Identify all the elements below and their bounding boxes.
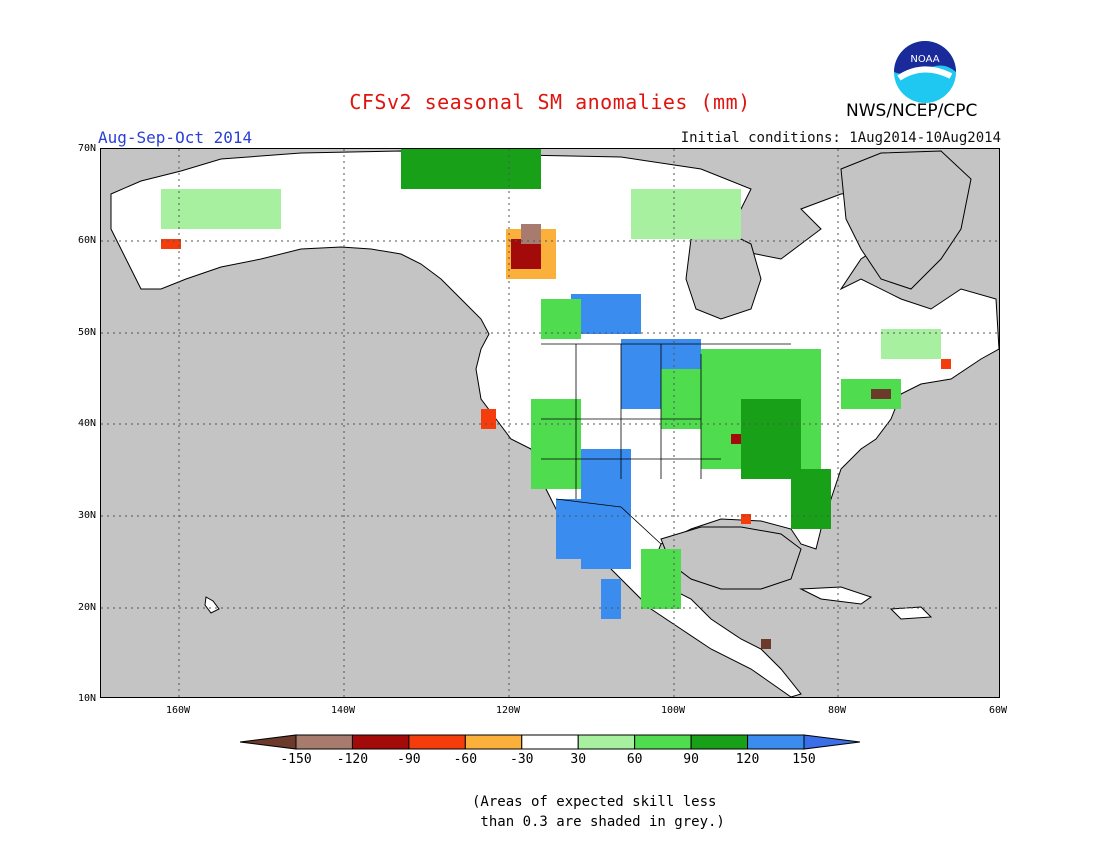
colorbar-label: 30 (570, 752, 587, 767)
greenland-land (840, 150, 972, 290)
anomaly-cell (631, 189, 741, 239)
colorbar-label: 60 (626, 752, 643, 767)
colorbar-swatch (690, 734, 749, 750)
lat-label: 40N (77, 418, 96, 429)
anomaly-cell (401, 149, 541, 189)
anomaly-cell (661, 369, 701, 429)
lon-label: 140W (330, 705, 356, 716)
colorbar-swatches (239, 734, 861, 750)
lat-label: 10N (77, 693, 96, 704)
anomaly-cell (531, 399, 581, 489)
colorbar-swatch (803, 734, 861, 750)
colorbar-swatch (295, 734, 353, 750)
lon-label: 120W (495, 705, 521, 716)
hudson-bay (685, 228, 762, 320)
colorbar-swatch (408, 734, 466, 750)
lat-label: 20N (77, 602, 96, 613)
initial-conditions: Initial conditions: 1Aug2014-10Aug2014 (680, 130, 1001, 146)
lon-label: 160W (165, 705, 191, 716)
hispaniola (889, 606, 933, 620)
colorbar-swatch (747, 734, 805, 750)
noaa-logo-icon: NOAA (893, 40, 957, 104)
lat-label: 30N (77, 510, 96, 521)
lon-label: 80W (827, 705, 847, 716)
skill-note: (Areas of expected skill less than 0.3 a… (472, 794, 725, 830)
anomaly-cell (881, 329, 941, 359)
colorbar-label: -30 (510, 752, 534, 767)
lon-label: 60W (988, 705, 1008, 716)
anomaly-cell (741, 514, 751, 524)
lon-label: 100W (660, 705, 686, 716)
colorbar-label: -60 (453, 752, 478, 767)
map-title: CFSv2 seasonal SM anomalies (mm) (349, 90, 751, 114)
anomaly-cell (941, 359, 951, 369)
anomaly-cell (871, 389, 891, 399)
anomaly-cell (791, 469, 831, 529)
colorbar-label: -150 (280, 752, 312, 767)
colorbar-swatch (464, 734, 523, 750)
map-canvas (101, 149, 999, 697)
anomaly-cell (521, 224, 541, 244)
colorbar-swatch (239, 734, 297, 750)
lat-label: 70N (77, 143, 96, 154)
colorbar-label: 150 (792, 752, 816, 767)
colorbar-swatch (351, 734, 410, 750)
anomaly-cell (601, 579, 621, 619)
agency-label: NWS/NCEP/CPC (846, 101, 978, 121)
anomaly-cell (571, 294, 641, 334)
anomaly-cell (641, 549, 681, 609)
colorbar-label: 120 (735, 752, 760, 767)
lat-label: 60N (77, 235, 96, 246)
political-boundaries (541, 343, 791, 545)
colorbar-swatch (577, 734, 636, 750)
anomaly-cell (741, 399, 801, 479)
anomaly-cell (481, 409, 496, 429)
anomaly-cell (761, 639, 771, 649)
graticule (101, 149, 999, 697)
anomaly-cell (556, 499, 596, 559)
colorbar-label: 90 (683, 752, 699, 767)
soil-moisture-map (100, 148, 1000, 698)
colorbar-swatch (521, 734, 579, 750)
forecast-period: Aug-Sep-Oct 2014 (98, 128, 253, 147)
cuba (799, 586, 873, 605)
anomaly-cell (541, 299, 581, 339)
colorbar-label: -120 (336, 752, 369, 767)
lat-label: 50N (77, 327, 96, 338)
gulf-of-mexico (660, 526, 802, 590)
colorbar-label: -90 (397, 752, 421, 767)
anomaly-cell (161, 189, 281, 229)
anomaly-cell (731, 434, 741, 444)
colorbar-swatch (634, 734, 692, 750)
anomaly-cell (161, 239, 181, 249)
hawaii (204, 596, 220, 614)
noaa-logo-text: NOAA (910, 54, 939, 65)
colorbar (239, 734, 861, 750)
